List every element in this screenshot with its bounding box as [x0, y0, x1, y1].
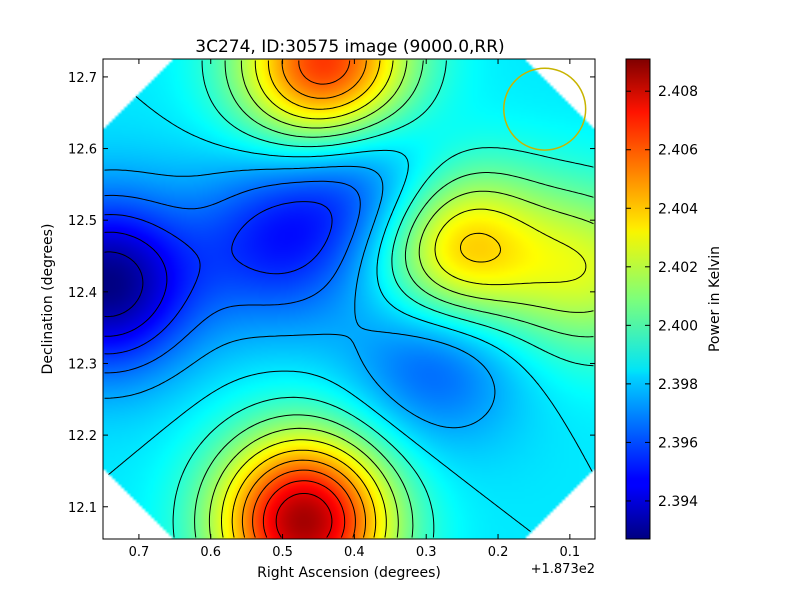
contour-line [104, 231, 168, 337]
contour-line [208, 60, 594, 538]
x-tick-label: 0.1 [560, 545, 581, 560]
y-tick-label: 12.2 [68, 429, 97, 444]
colorbar-ticks: 2.394 2.396 2.398 2.400 2.402 2.404 2.406 2.408 [626, 84, 698, 510]
y-tick-label: 12.5 [68, 214, 97, 229]
colorbar-tick-label: 2.398 [658, 377, 698, 393]
contour-line [262, 480, 346, 538]
x-tick-label: 0.5 [272, 545, 293, 560]
beam-circle [503, 67, 587, 151]
x-tick-label: 0.2 [488, 545, 509, 560]
y-axis-label: Declination (degrees) [40, 224, 56, 375]
contour-line [231, 60, 502, 538]
contour-line [104, 251, 144, 318]
x-axis-label: Right Ascension (degrees) [257, 565, 441, 581]
contour-lines [104, 60, 594, 538]
contour-line [275, 493, 333, 538]
x-tick-label: 0.4 [344, 545, 365, 560]
contour-line [172, 60, 594, 538]
x-tick-label: 0.6 [200, 545, 221, 560]
heatmap-image [103, 59, 595, 539]
y-tick-label: 12.4 [68, 286, 97, 301]
plot-frame [102, 58, 596, 540]
colorbar-label: Power in Kelvin [707, 246, 723, 352]
contour-line [104, 180, 361, 374]
colorbar-tick-label: 2.400 [658, 318, 698, 334]
plot-area: 0.7 0.6 0.5 0.4 0.3 0.2 0.1 12.112.212.312.412… [68, 58, 596, 560]
contour-line [108, 96, 593, 532]
colorbar-tick-label: 2.402 [658, 260, 698, 276]
colorbar: 2.394 2.396 2.398 2.400 2.402 2.404 2.406 2.408… [625, 58, 723, 540]
contour-line [104, 165, 496, 429]
colorbar-tick-label: 2.404 [658, 201, 698, 217]
chart-title: 3C274, ID:30575 image (9000.0,RR) [195, 37, 504, 57]
colorbar-tick-label: 2.408 [658, 84, 698, 100]
y-tick-label: 12.1 [68, 501, 97, 516]
y-tick-label: 12.7 [68, 71, 97, 86]
x-tick-label: 0.3 [416, 545, 437, 560]
x-axis: 0.7 0.6 0.5 0.4 0.3 0.2 0.1 [129, 59, 581, 560]
contour-line [194, 60, 594, 538]
contour-line [104, 201, 333, 355]
colorbar-tick-label: 2.406 [658, 143, 698, 159]
contour-line [221, 60, 587, 538]
colorbar-gradient [625, 58, 651, 540]
contour-line [252, 60, 356, 538]
y-tick-label: 12.6 [68, 143, 97, 158]
colorbar-tick-label: 2.396 [658, 435, 698, 451]
x-tick-label: 0.7 [129, 545, 150, 560]
y-tick-label: 12.3 [68, 357, 97, 372]
x-offset-label: +1.873e2 [531, 562, 595, 577]
y-axis: 12.1 12.2 12.3 12.4 12.5 12.6 12.7 [68, 71, 595, 516]
colorbar-tick-label: 2.394 [658, 494, 698, 510]
